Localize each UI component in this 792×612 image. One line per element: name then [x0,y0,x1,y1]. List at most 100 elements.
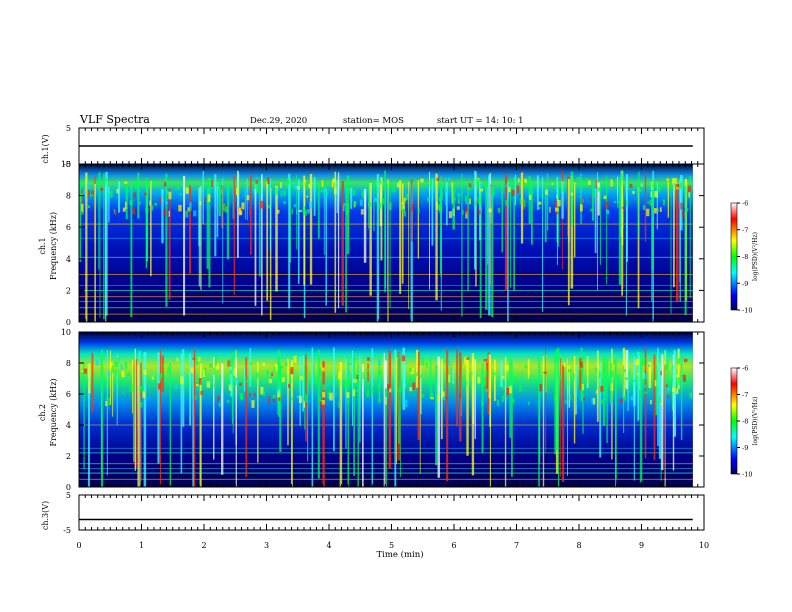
psd-cell [162,363,165,367]
psd-cell [283,200,286,205]
psd-cell [200,391,203,395]
psd-cell [387,384,391,391]
psd-cell [238,207,241,215]
psd-cell [296,186,300,190]
psd-cell [326,382,329,386]
psd-cell [338,371,341,380]
psd-cell [397,390,402,393]
psd-cell [673,182,676,187]
psd-cell [557,199,561,207]
psd-cell [338,400,341,409]
psd-cell [272,394,276,399]
psd-cell [545,189,548,195]
y-tick-label: 8 [66,192,71,201]
psd-cell [636,372,640,376]
psd-cell [558,184,561,188]
psd-cell [347,380,350,387]
psd-cell [541,194,544,197]
psd-cell [120,364,123,370]
psd-cell [305,394,308,402]
psd-cell [676,388,679,395]
psd-cell [293,355,297,363]
psd-cell [516,185,520,194]
psd-cell [603,398,607,401]
psd-cell [527,401,530,406]
psd-cell [308,201,313,209]
psd-cell [440,184,443,188]
psd-cell [83,368,88,374]
psd-cell [665,363,669,370]
psd-cell [667,387,671,391]
x-tick-label: 1 [139,541,144,550]
psd-cell [638,189,642,192]
psd-cell [178,204,182,212]
colorbar-tick-label: -7 [742,391,748,399]
psd-cell [689,393,692,399]
psd-cell [138,201,141,205]
psd-cell [327,391,331,399]
ch1-spectrogram-panel: 0 2 4 6 8 10 ch.1 Frequency (kHz) [38,160,705,327]
psd-cell [376,187,378,194]
psd-cell [250,362,252,365]
psd-cell [600,399,604,404]
psd-cell [248,207,252,215]
psd-cell [87,189,90,197]
psd-cell [659,207,662,213]
psd-cell [353,378,357,383]
psd-cell [605,202,609,209]
psd-cell [248,392,251,397]
x-tick-label: 10 [699,541,709,550]
psd-cell [219,375,222,379]
psd-cell [366,389,370,398]
psd-cell [219,188,223,195]
psd-cell [203,198,207,201]
psd-cell [528,376,531,381]
psd-cell [306,195,309,198]
psd-cell [359,199,363,207]
psd-cell [524,178,527,183]
psd-cell [143,370,147,375]
psd-cell [303,401,306,408]
psd-cell [672,387,676,392]
psd-cell [256,372,259,379]
psd-cell [595,390,598,394]
psd-cell [642,359,646,366]
y-tick-label: 2 [66,286,71,295]
psd-cell [192,357,195,361]
psd-cell [296,395,300,399]
psd-cell [142,391,146,398]
y-tick-label: 2 [66,452,71,461]
psd-cell [116,358,120,361]
psd-cell [676,184,680,188]
psd-cell [457,192,461,198]
psd-cell [188,208,192,211]
psd-cell [625,388,628,391]
psd-cell [459,392,462,399]
psd-cell [235,187,239,196]
psd-cell [199,200,202,206]
psd-cell [133,192,137,198]
psd-cell [134,181,138,190]
channel-label: ch.1 [38,237,47,254]
psd-cell [342,204,345,212]
psd-cell [547,383,551,386]
psd-cell [318,368,322,376]
psd-cell [466,357,470,360]
psd-cell [208,363,213,368]
psd-cell [576,177,581,181]
psd-cell [81,210,84,215]
psd-cell [451,209,454,216]
psd-cell [215,363,220,370]
psd-cell [346,207,349,216]
psd-cell [280,190,283,197]
psd-cell [624,368,626,373]
psd-cell [643,374,647,380]
psd-cell [642,205,646,210]
psd-cell [343,202,346,206]
psd-cell [420,374,422,379]
psd-cell [291,208,294,215]
psd-cell [411,203,414,211]
psd-cell [635,358,640,365]
psd-cell [113,209,116,214]
psd-cell [219,181,221,190]
